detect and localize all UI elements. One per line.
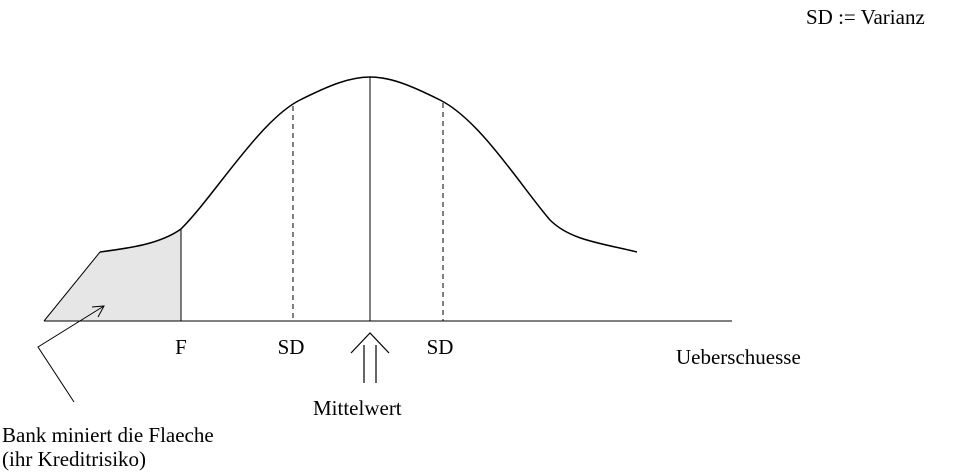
tick-label-sd-right: SD — [427, 335, 454, 359]
distribution-curve — [99, 76, 638, 253]
shaded-area-left-edge — [43, 251, 101, 322]
tick-label-sd-left: SD — [278, 335, 305, 359]
mean-label: Mittelwert — [313, 396, 402, 420]
x-axis-label: Ueberschuesse — [676, 345, 801, 369]
area-pointer-arrow — [37, 305, 105, 403]
area-annotation-line1: Bank miniert die Flaeche — [2, 423, 214, 447]
mean-double-arrow — [350, 332, 390, 383]
shaded-risk-area — [44, 229, 181, 321]
legend-note: SD := Varianz — [806, 5, 925, 29]
area-annotation-line2: (ihr Kreditrisiko) — [2, 447, 146, 471]
tick-label-f: F — [175, 335, 187, 359]
